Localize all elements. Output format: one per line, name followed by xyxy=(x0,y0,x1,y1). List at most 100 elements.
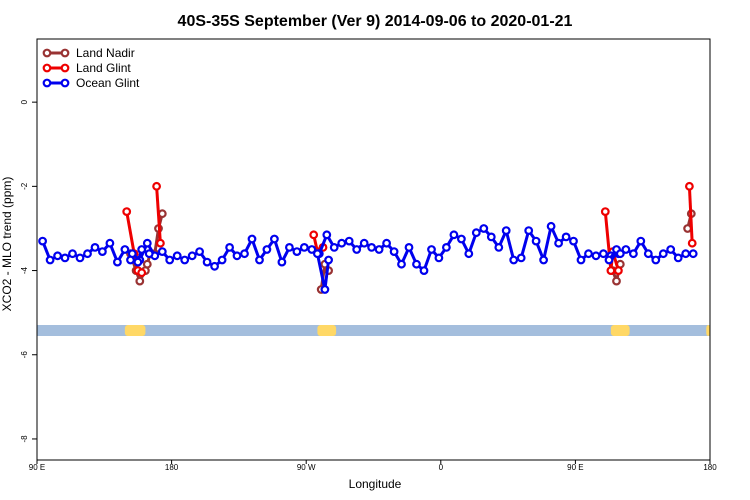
x-tick-label: 90 W xyxy=(297,463,316,472)
ocean-glint-point xyxy=(471,228,481,238)
ocean-glint-point xyxy=(681,249,691,259)
x-tick-label: 180 xyxy=(703,463,717,472)
ocean-glint-point xyxy=(352,245,362,254)
ocean-glint-point xyxy=(344,236,354,246)
ocean-glint-point xyxy=(329,242,339,252)
y-tick-label: 0 xyxy=(20,99,29,104)
y-tick-label: -4 xyxy=(20,266,29,274)
ocean-glint-point xyxy=(120,245,130,254)
land-glint-point xyxy=(687,238,697,248)
ocean-glint-point xyxy=(217,255,227,265)
map-land-patch xyxy=(317,325,337,336)
ocean-glint-point xyxy=(666,245,676,254)
ocean-glint-point xyxy=(172,251,182,261)
ocean-glint-point xyxy=(464,249,474,259)
ocean-glint-point xyxy=(165,255,175,265)
land-nadir-point xyxy=(142,259,152,269)
ocean-glint-point xyxy=(494,242,504,252)
ocean-glint-point xyxy=(277,257,287,267)
ocean-glint-point xyxy=(569,236,578,246)
ocean-glint-point xyxy=(412,259,421,269)
y-tick-label: -2 xyxy=(20,182,29,190)
ocean-glint-point xyxy=(137,245,147,254)
ocean-glint-point xyxy=(658,249,668,259)
land-nadir-point xyxy=(612,276,621,286)
map-land-patch xyxy=(610,325,630,336)
ocean-glint-point xyxy=(382,238,392,248)
map-land-patch xyxy=(124,325,146,336)
land-glint-point xyxy=(685,181,694,191)
land-glint-point xyxy=(600,207,610,217)
ocean-glint-point xyxy=(449,230,459,240)
y-tick-label: -8 xyxy=(20,435,29,443)
ocean-glint-point xyxy=(479,224,489,233)
ocean-glint-point xyxy=(247,234,257,244)
ocean-glint-point xyxy=(307,245,317,254)
ocean-glint-point xyxy=(337,238,347,248)
ocean-glint-point xyxy=(501,226,511,236)
x-tick-label: 90 E xyxy=(29,463,45,472)
legend-land-glint-marker xyxy=(42,63,52,73)
ocean-glint-point xyxy=(367,242,377,252)
ocean-glint-point xyxy=(389,247,399,257)
ocean-glint-point xyxy=(457,234,466,244)
ocean-glint-point xyxy=(604,255,614,265)
ocean-glint-point xyxy=(404,242,414,252)
ocean-glint-point xyxy=(643,249,653,259)
land-glint-line xyxy=(155,186,162,244)
legend-ocean-glint-label: Ocean Glint xyxy=(76,76,140,90)
ocean-glint-point xyxy=(621,245,631,254)
ocean-glint-point xyxy=(187,251,197,261)
ocean-glint-point xyxy=(240,249,249,259)
ocean-glint-point xyxy=(374,245,384,254)
ocean-glint-point xyxy=(636,236,646,246)
ocean-glint-point xyxy=(531,236,541,246)
ocean-glint-point xyxy=(262,245,272,254)
ocean-glint-point xyxy=(142,238,152,248)
map-land-patch xyxy=(706,325,710,336)
ocean-glint-point xyxy=(133,257,143,267)
ocean-glint-point xyxy=(322,230,332,240)
ocean-glint-point xyxy=(157,247,167,257)
ocean-glint-point xyxy=(419,266,429,276)
ocean-glint-point xyxy=(210,261,220,271)
ocean-glint-point xyxy=(584,249,593,259)
y-axis: 0 -2 -4 -6 -8 xyxy=(20,99,37,443)
x-axis: 90 E 180 90 W 0 90 E 180 xyxy=(29,460,717,472)
ocean-glint-point xyxy=(105,238,115,248)
ocean-glint-point xyxy=(397,259,406,269)
land-glint-point xyxy=(309,230,319,240)
land-nadir-point xyxy=(135,276,145,286)
ocean-glint-point xyxy=(144,249,154,259)
ocean-glint-point xyxy=(516,253,526,263)
ocean-glint-point xyxy=(554,238,563,248)
x-axis-label: Longitude xyxy=(349,477,402,491)
ocean-glint-point xyxy=(292,247,302,257)
land-glint-point xyxy=(152,181,162,191)
ocean-glint-point xyxy=(195,247,205,257)
ocean-glint-point xyxy=(53,251,62,261)
y-tick-label: -6 xyxy=(20,351,29,359)
ocean-glint-point xyxy=(509,255,519,265)
land-glint-point xyxy=(155,238,165,248)
ocean-glint-point xyxy=(180,255,190,265)
ocean-glint-point xyxy=(320,285,330,294)
ocean-glint-point xyxy=(68,249,77,259)
ocean-glint-point xyxy=(561,232,571,242)
ocean-glint-point xyxy=(486,232,496,242)
land-glint-point xyxy=(606,266,616,276)
legend-land-glint-marker xyxy=(60,63,70,73)
y-axis-label: XCO2 - MLO trend (ppm) xyxy=(0,177,14,312)
ocean-glint-point xyxy=(688,249,698,259)
ocean-glint-point xyxy=(591,251,601,261)
ocean-glint-point xyxy=(45,255,55,265)
ocean-glint-point xyxy=(60,253,70,263)
map-ocean-band xyxy=(37,325,710,336)
ocean-glint-point xyxy=(324,255,334,265)
x-tick-label: 0 xyxy=(439,463,444,472)
land-glint-point xyxy=(137,268,147,278)
ocean-glint-point xyxy=(546,221,556,231)
ocean-glint-point xyxy=(524,226,534,236)
plot-area xyxy=(38,181,698,294)
